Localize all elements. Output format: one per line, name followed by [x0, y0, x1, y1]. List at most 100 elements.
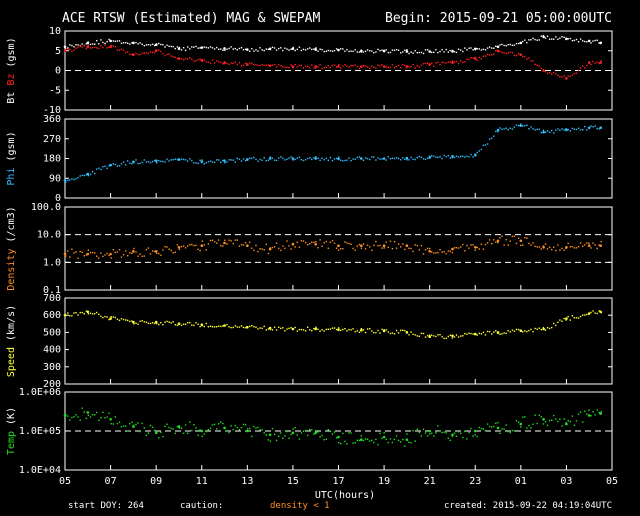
data-point	[104, 254, 106, 256]
data-point-anchor	[405, 65, 409, 68]
data-point	[292, 67, 294, 69]
data-point-anchor	[109, 317, 112, 320]
data-point	[366, 438, 369, 440]
data-point	[253, 326, 255, 328]
data-point	[307, 326, 309, 328]
data-point	[302, 48, 305, 51]
x-tick-label: 15	[287, 476, 299, 487]
data-point-anchor	[223, 324, 226, 327]
data-point	[151, 43, 154, 45]
data-point	[517, 125, 520, 127]
data-point	[288, 245, 290, 247]
data-point-anchor	[474, 153, 477, 157]
data-point	[273, 47, 276, 49]
data-point	[565, 319, 567, 321]
data-point	[600, 240, 602, 243]
data-point	[203, 59, 205, 61]
data-point-anchor	[587, 126, 591, 130]
data-point	[191, 159, 193, 162]
data-point	[447, 437, 449, 439]
data-point	[125, 51, 127, 54]
data-point	[116, 49, 119, 51]
y-axis-label: Temp (K)	[6, 407, 17, 455]
data-point	[371, 439, 373, 442]
data-point	[517, 52, 520, 55]
data-point	[548, 131, 551, 133]
data-point	[302, 240, 305, 242]
data-point	[201, 240, 203, 242]
begin-time: Begin: 2015-09-21 05:00:00UTC	[385, 11, 612, 26]
data-point	[73, 178, 75, 181]
data-point	[228, 159, 230, 161]
data-point	[596, 61, 598, 64]
data-point	[249, 427, 251, 430]
data-point	[592, 242, 594, 244]
data-point	[455, 51, 458, 54]
data-point	[176, 46, 179, 48]
data-point	[468, 58, 470, 61]
data-point	[135, 322, 137, 324]
data-point-anchor	[223, 61, 226, 64]
data-point	[493, 425, 495, 428]
data-point	[375, 240, 377, 243]
data-point	[557, 420, 559, 423]
data-point	[530, 427, 532, 429]
data-point	[323, 330, 325, 332]
data-point	[507, 330, 509, 332]
data-point	[141, 422, 143, 425]
data-point-anchor	[405, 244, 409, 247]
data-point	[292, 159, 294, 161]
data-point	[424, 49, 427, 51]
data-point	[75, 47, 77, 49]
data-point	[381, 158, 383, 160]
data-point	[147, 432, 150, 434]
data-point	[582, 245, 584, 247]
y-axis-label-part: Bt	[6, 92, 17, 104]
data-point-anchor	[496, 331, 500, 334]
data-point	[528, 57, 530, 59]
data-point	[536, 39, 538, 41]
data-point	[265, 329, 267, 331]
data-point	[451, 251, 454, 254]
data-point	[96, 311, 98, 314]
data-point	[94, 46, 96, 48]
data-point	[275, 439, 278, 442]
data-point	[282, 49, 284, 52]
data-point	[480, 148, 483, 151]
series-temperature	[63, 407, 602, 447]
data-point	[557, 74, 559, 77]
data-point	[164, 46, 166, 48]
data-point	[184, 323, 187, 325]
data-point	[555, 73, 557, 75]
data-point	[509, 51, 511, 53]
data-point	[257, 64, 259, 67]
y-axis-label: Density (/cm3)	[6, 206, 17, 290]
data-point	[364, 331, 367, 334]
data-point	[344, 440, 346, 443]
data-point	[557, 38, 559, 40]
data-point	[251, 48, 253, 50]
data-point	[348, 50, 350, 53]
x-tick-label: 23	[469, 476, 481, 487]
data-point	[216, 159, 218, 161]
data-point	[162, 53, 164, 55]
data-point	[528, 128, 530, 130]
data-point	[197, 58, 199, 61]
data-point	[457, 431, 460, 433]
data-point	[180, 427, 183, 429]
data-point	[329, 50, 332, 52]
y-tick-label: 400	[43, 345, 61, 356]
data-point	[571, 74, 574, 76]
data-point	[182, 245, 185, 247]
data-point	[156, 322, 158, 325]
data-point	[397, 157, 400, 160]
data-point	[89, 416, 92, 418]
data-point	[433, 435, 435, 437]
data-point	[548, 419, 551, 422]
data-point	[406, 49, 408, 51]
data-point	[67, 47, 69, 49]
data-point	[553, 72, 555, 74]
data-point	[313, 67, 315, 69]
data-point	[71, 315, 73, 317]
data-point	[321, 67, 323, 70]
